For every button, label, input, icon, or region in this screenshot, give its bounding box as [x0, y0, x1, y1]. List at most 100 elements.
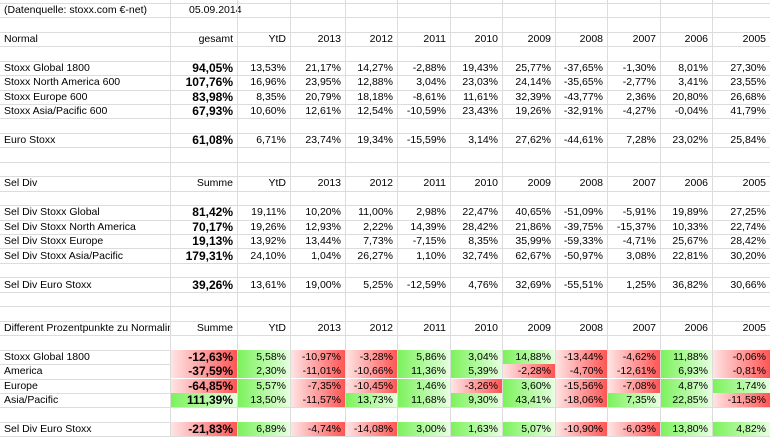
value-cell: 32,69%: [515, 278, 551, 291]
value-cell: -32,91%: [563, 105, 603, 118]
value-cell: 107,76%: [185, 75, 233, 90]
value-cell: 6,89%: [238, 422, 290, 437]
value-cell: 1,25%: [626, 278, 656, 291]
value-cell: 12,54%: [357, 105, 393, 118]
value-cell: 11,00%: [358, 206, 393, 219]
value-cell: 94,05%: [192, 60, 233, 75]
column-line: [450, 0, 451, 437]
value-cell: 5,07%: [503, 422, 555, 437]
row-line: [0, 31, 770, 33]
row-label: Stoxx North America 600: [4, 76, 121, 89]
value-cell: 19,34%: [357, 134, 393, 147]
value-cell: 25,67%: [672, 235, 708, 248]
value-cell: -7,08%: [608, 378, 660, 393]
value-cell: 19,00%: [305, 278, 341, 291]
value-cell: 30,66%: [730, 278, 766, 291]
value-cell: -11,01%: [291, 364, 345, 379]
value-cell: 2,36%: [626, 90, 656, 103]
value-cell: -7,35%: [291, 378, 345, 393]
value-cell: 19,26%: [515, 105, 551, 118]
row-line: [0, 17, 770, 19]
value-cell: 27,62%: [515, 134, 551, 147]
column-header: 2008: [579, 321, 603, 334]
value-cell: 70,17%: [192, 219, 233, 234]
value-cell: -10,59%: [406, 105, 446, 118]
row-line: [0, 407, 770, 409]
column-header: 2011: [423, 321, 446, 334]
row-line: [0, 248, 770, 250]
value-cell: -2,77%: [622, 76, 656, 89]
row-label: Europe: [4, 379, 38, 392]
value-cell: -21,83%: [171, 422, 237, 437]
row-label: Stoxx Global 1800: [4, 61, 90, 74]
value-cell: 23,03%: [462, 76, 498, 89]
value-cell: 61,08%: [192, 133, 233, 148]
value-cell: 23,74%: [305, 134, 341, 147]
row-label: Sel Div Stoxx Global: [4, 206, 100, 219]
value-cell: 16,96%: [250, 76, 286, 89]
row-label: Sel Div Stoxx Europe: [4, 235, 104, 248]
value-cell: 3,08%: [626, 249, 656, 262]
row-line: [0, 103, 770, 105]
value-cell: 12,93%: [305, 220, 341, 233]
value-cell: -14,08%: [346, 422, 397, 437]
value-cell: 1,46%: [398, 378, 450, 393]
value-cell: 3,04%: [416, 76, 446, 89]
column-line: [502, 0, 503, 437]
section-title: Normal: [4, 32, 38, 45]
value-cell: 10,60%: [250, 105, 286, 118]
value-cell: -10,45%: [346, 378, 397, 393]
column-line: [712, 0, 713, 437]
row-line: [0, 132, 770, 134]
value-cell: 7,73%: [363, 235, 393, 248]
value-cell: 21,86%: [515, 220, 551, 233]
row-line: [0, 320, 770, 322]
value-cell: -15,59%: [406, 134, 446, 147]
value-cell: 36,82%: [672, 278, 708, 291]
value-cell: 4,87%: [661, 378, 712, 393]
value-cell: 1,10%: [416, 249, 446, 262]
row-line: [0, 46, 770, 48]
value-cell: 6,93%: [661, 364, 712, 379]
column-header: 2010: [474, 177, 498, 190]
source-note: (Datenquelle: stoxx.com €-net): [4, 4, 147, 16]
value-cell: 19,43%: [462, 61, 498, 74]
row-line: [0, 75, 770, 77]
value-cell: -12,61%: [608, 364, 660, 379]
column-header: 2013: [317, 32, 341, 45]
value-cell: -2,88%: [412, 61, 446, 74]
value-cell: 13,61%: [250, 278, 286, 291]
value-cell: 13,80%: [661, 422, 712, 437]
column-header: 2009: [527, 177, 551, 190]
value-cell: -51,09%: [563, 206, 603, 219]
value-cell: -37,59%: [171, 364, 237, 379]
column-header: YtD: [268, 321, 286, 334]
value-cell: 2,30%: [238, 364, 290, 379]
value-cell: -39,75%: [563, 220, 603, 233]
value-cell: -10,90%: [556, 422, 607, 437]
value-cell: 10,33%: [672, 220, 708, 233]
column-header: Summe: [196, 177, 233, 190]
value-cell: 10,20%: [305, 206, 341, 219]
value-cell: -18,06%: [556, 393, 607, 408]
value-cell: 40,65%: [515, 206, 551, 219]
value-cell: 7,35%: [608, 393, 660, 408]
value-cell: 19,13%: [192, 234, 233, 249]
value-cell: 3,60%: [503, 378, 555, 393]
value-cell: 5,57%: [238, 378, 290, 393]
row-line: [0, 262, 770, 264]
value-cell: 19,89%: [672, 206, 708, 219]
value-cell: 13,92%: [250, 235, 286, 248]
value-cell: 8,01%: [678, 61, 708, 74]
row-line: [0, 291, 770, 293]
value-cell: 21,17%: [305, 61, 341, 74]
value-cell: -44,61%: [563, 134, 603, 147]
value-cell: 41,79%: [730, 105, 766, 118]
value-cell: 5,58%: [238, 349, 290, 364]
value-cell: 1,74%: [713, 378, 770, 393]
value-cell: 14,27%: [357, 61, 393, 74]
value-cell: -0,81%: [713, 364, 770, 379]
value-cell: -4,62%: [608, 349, 660, 364]
column-header: Summe: [196, 321, 233, 334]
value-cell: 13,50%: [238, 393, 290, 408]
